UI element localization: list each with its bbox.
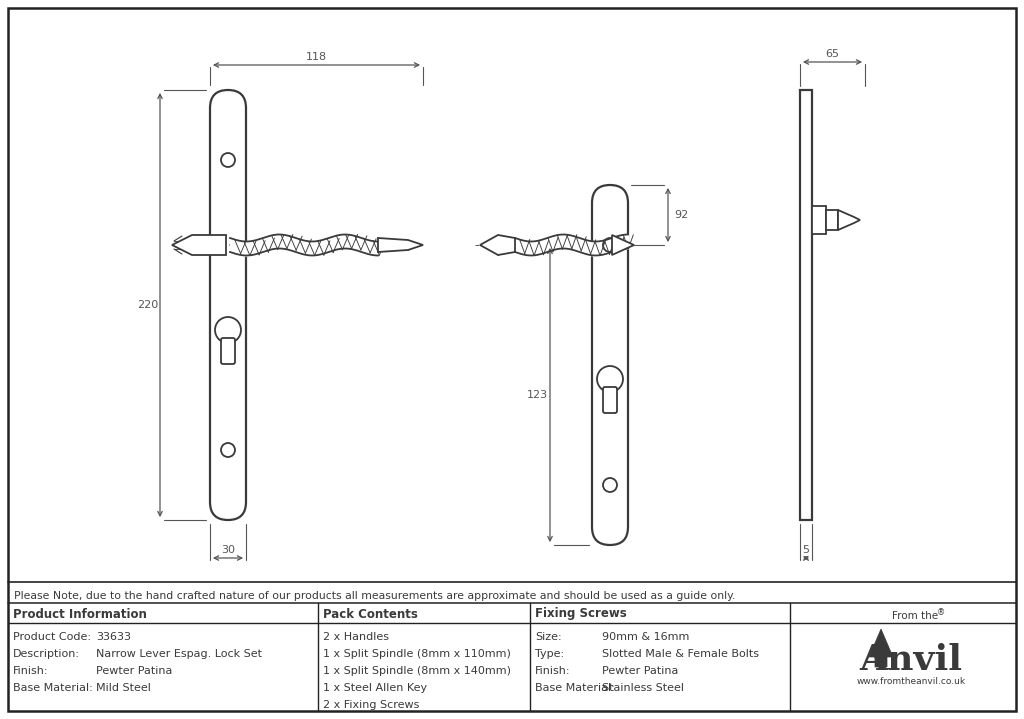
Text: ®: ® [937, 608, 945, 617]
Text: 123: 123 [526, 390, 548, 400]
Text: Finish:: Finish: [535, 666, 570, 676]
Text: Pack Contents: Pack Contents [323, 608, 418, 620]
Bar [800, 90, 812, 520]
Text: Product Code:: Product Code: [13, 632, 91, 642]
FancyBboxPatch shape [592, 185, 628, 545]
Text: 65: 65 [825, 49, 840, 59]
Polygon shape [838, 210, 860, 230]
Text: Pewter Patina: Pewter Patina [96, 666, 172, 676]
Bar [826, 210, 838, 230]
Text: Stainless Steel: Stainless Steel [602, 683, 684, 693]
Text: Fixing Screws: Fixing Screws [535, 608, 627, 620]
Text: Slotted Male & Female Bolts: Slotted Male & Female Bolts [602, 649, 759, 659]
Text: Please Note, due to the hand crafted nature of our products all measurements are: Please Note, due to the hand crafted nat… [14, 591, 735, 601]
Polygon shape [612, 235, 634, 255]
Text: Description:: Description: [13, 649, 80, 659]
Text: www.fromtheanvil.co.uk: www.fromtheanvil.co.uk [856, 677, 966, 687]
Bar [812, 206, 826, 234]
Text: Base Material:: Base Material: [535, 683, 614, 693]
Text: From the: From the [892, 611, 938, 621]
Text: Base Material:: Base Material: [13, 683, 93, 693]
Text: 5: 5 [803, 545, 810, 555]
Text: Pewter Patina: Pewter Patina [602, 666, 678, 676]
Text: 118: 118 [306, 52, 327, 62]
Text: 1 x Split Spindle (8mm x 140mm): 1 x Split Spindle (8mm x 140mm) [323, 666, 511, 676]
Text: Narrow Lever Espag. Lock Set: Narrow Lever Espag. Lock Set [96, 649, 262, 659]
Text: Product Information: Product Information [13, 608, 146, 620]
Text: 220: 220 [137, 300, 159, 310]
Text: 1 x Split Spindle (8mm x 110mm): 1 x Split Spindle (8mm x 110mm) [323, 649, 511, 659]
Text: 92: 92 [674, 210, 688, 220]
Text: 1 x Steel Allen Key: 1 x Steel Allen Key [323, 683, 427, 693]
Text: Size:: Size: [535, 632, 561, 642]
Text: 2 x Fixing Screws: 2 x Fixing Screws [323, 700, 420, 710]
Polygon shape [480, 235, 515, 255]
FancyBboxPatch shape [221, 338, 234, 364]
Text: 33633: 33633 [96, 632, 131, 642]
Text: 90mm & 16mm: 90mm & 16mm [602, 632, 689, 642]
Polygon shape [172, 235, 226, 255]
Polygon shape [869, 629, 893, 667]
Text: Anvil: Anvil [859, 643, 963, 677]
FancyBboxPatch shape [603, 387, 617, 413]
FancyBboxPatch shape [210, 90, 246, 520]
Text: Mild Steel: Mild Steel [96, 683, 151, 693]
Polygon shape [378, 238, 423, 252]
Text: Type:: Type: [535, 649, 564, 659]
Text: 2 x Handles: 2 x Handles [323, 632, 389, 642]
Text: Finish:: Finish: [13, 666, 48, 676]
Text: 30: 30 [221, 545, 234, 555]
